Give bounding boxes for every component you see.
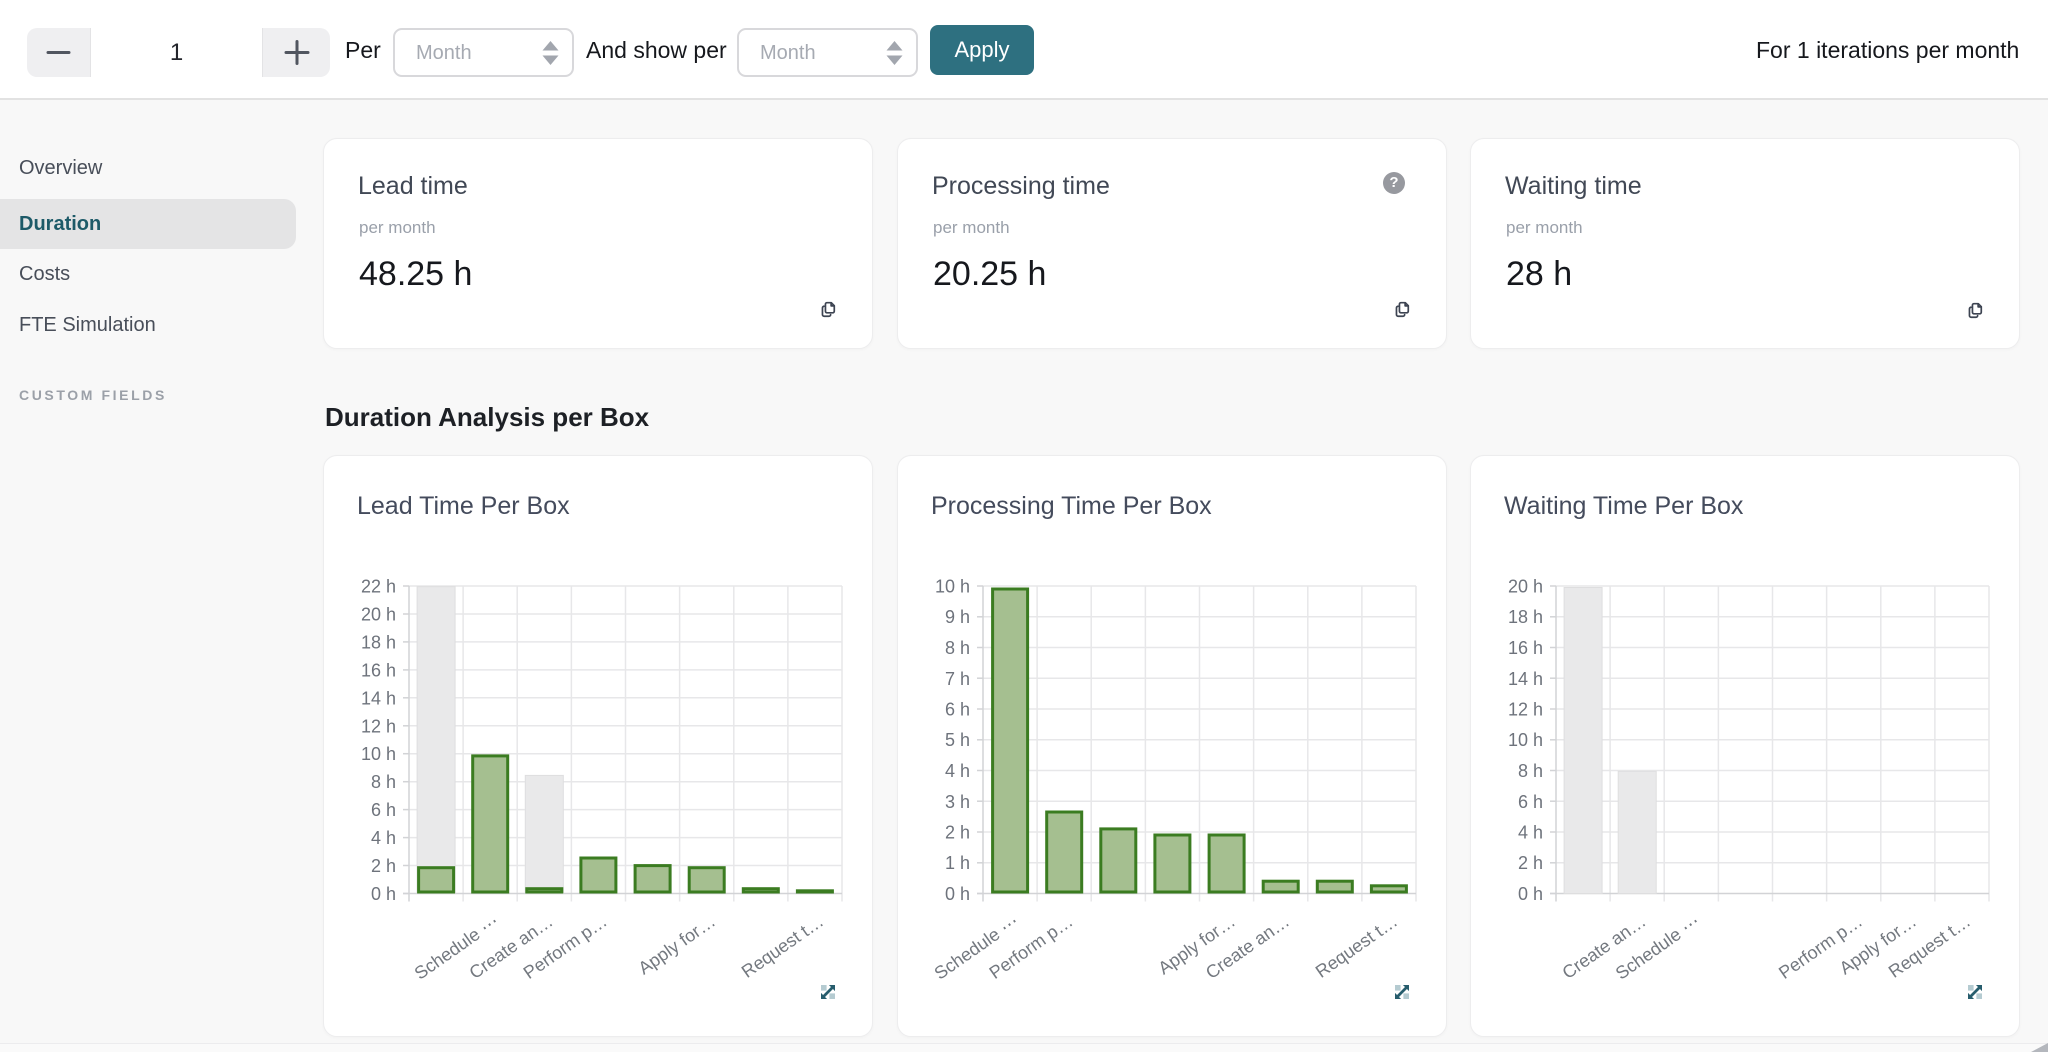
svg-text:7 h: 7 h (945, 669, 970, 689)
svg-text:20 h: 20 h (361, 605, 396, 625)
svg-text:8 h: 8 h (371, 772, 396, 792)
svg-text:8 h: 8 h (945, 638, 970, 658)
svg-text:14 h: 14 h (1508, 669, 1543, 689)
svg-text:4 h: 4 h (945, 761, 970, 781)
svg-text:10 h: 10 h (1508, 730, 1543, 750)
svg-text:10 h: 10 h (361, 744, 396, 764)
svg-text:0 h: 0 h (1518, 884, 1543, 904)
svg-text:6 h: 6 h (1518, 792, 1543, 812)
svg-text:0 h: 0 h (945, 884, 970, 904)
svg-text:6 h: 6 h (945, 700, 970, 720)
svg-text:2 h: 2 h (371, 856, 396, 876)
svg-text:18 h: 18 h (361, 632, 396, 652)
svg-text:12 h: 12 h (1508, 700, 1543, 720)
svg-text:Request t…: Request t… (1312, 911, 1401, 982)
svg-text:10 h: 10 h (935, 577, 970, 597)
svg-text:16 h: 16 h (1508, 638, 1543, 658)
svg-text:4 h: 4 h (371, 828, 396, 848)
svg-text:4 h: 4 h (1518, 823, 1543, 843)
svg-text:12 h: 12 h (361, 716, 396, 736)
svg-text:1 h: 1 h (945, 853, 970, 873)
svg-text:20 h: 20 h (1508, 577, 1543, 597)
svg-text:22 h: 22 h (361, 577, 396, 597)
svg-text:2 h: 2 h (1518, 853, 1543, 873)
svg-text:Request t…: Request t… (738, 911, 827, 982)
svg-text:Apply for…: Apply for… (635, 911, 719, 978)
svg-text:5 h: 5 h (945, 730, 970, 750)
svg-text:14 h: 14 h (361, 688, 396, 708)
svg-text:0 h: 0 h (371, 884, 396, 904)
svg-text:8 h: 8 h (1518, 761, 1543, 781)
svg-text:16 h: 16 h (361, 660, 396, 680)
svg-text:6 h: 6 h (371, 800, 396, 820)
svg-text:18 h: 18 h (1508, 607, 1543, 627)
svg-text:2 h: 2 h (945, 823, 970, 843)
svg-text:9 h: 9 h (945, 607, 970, 627)
svg-text:3 h: 3 h (945, 792, 970, 812)
